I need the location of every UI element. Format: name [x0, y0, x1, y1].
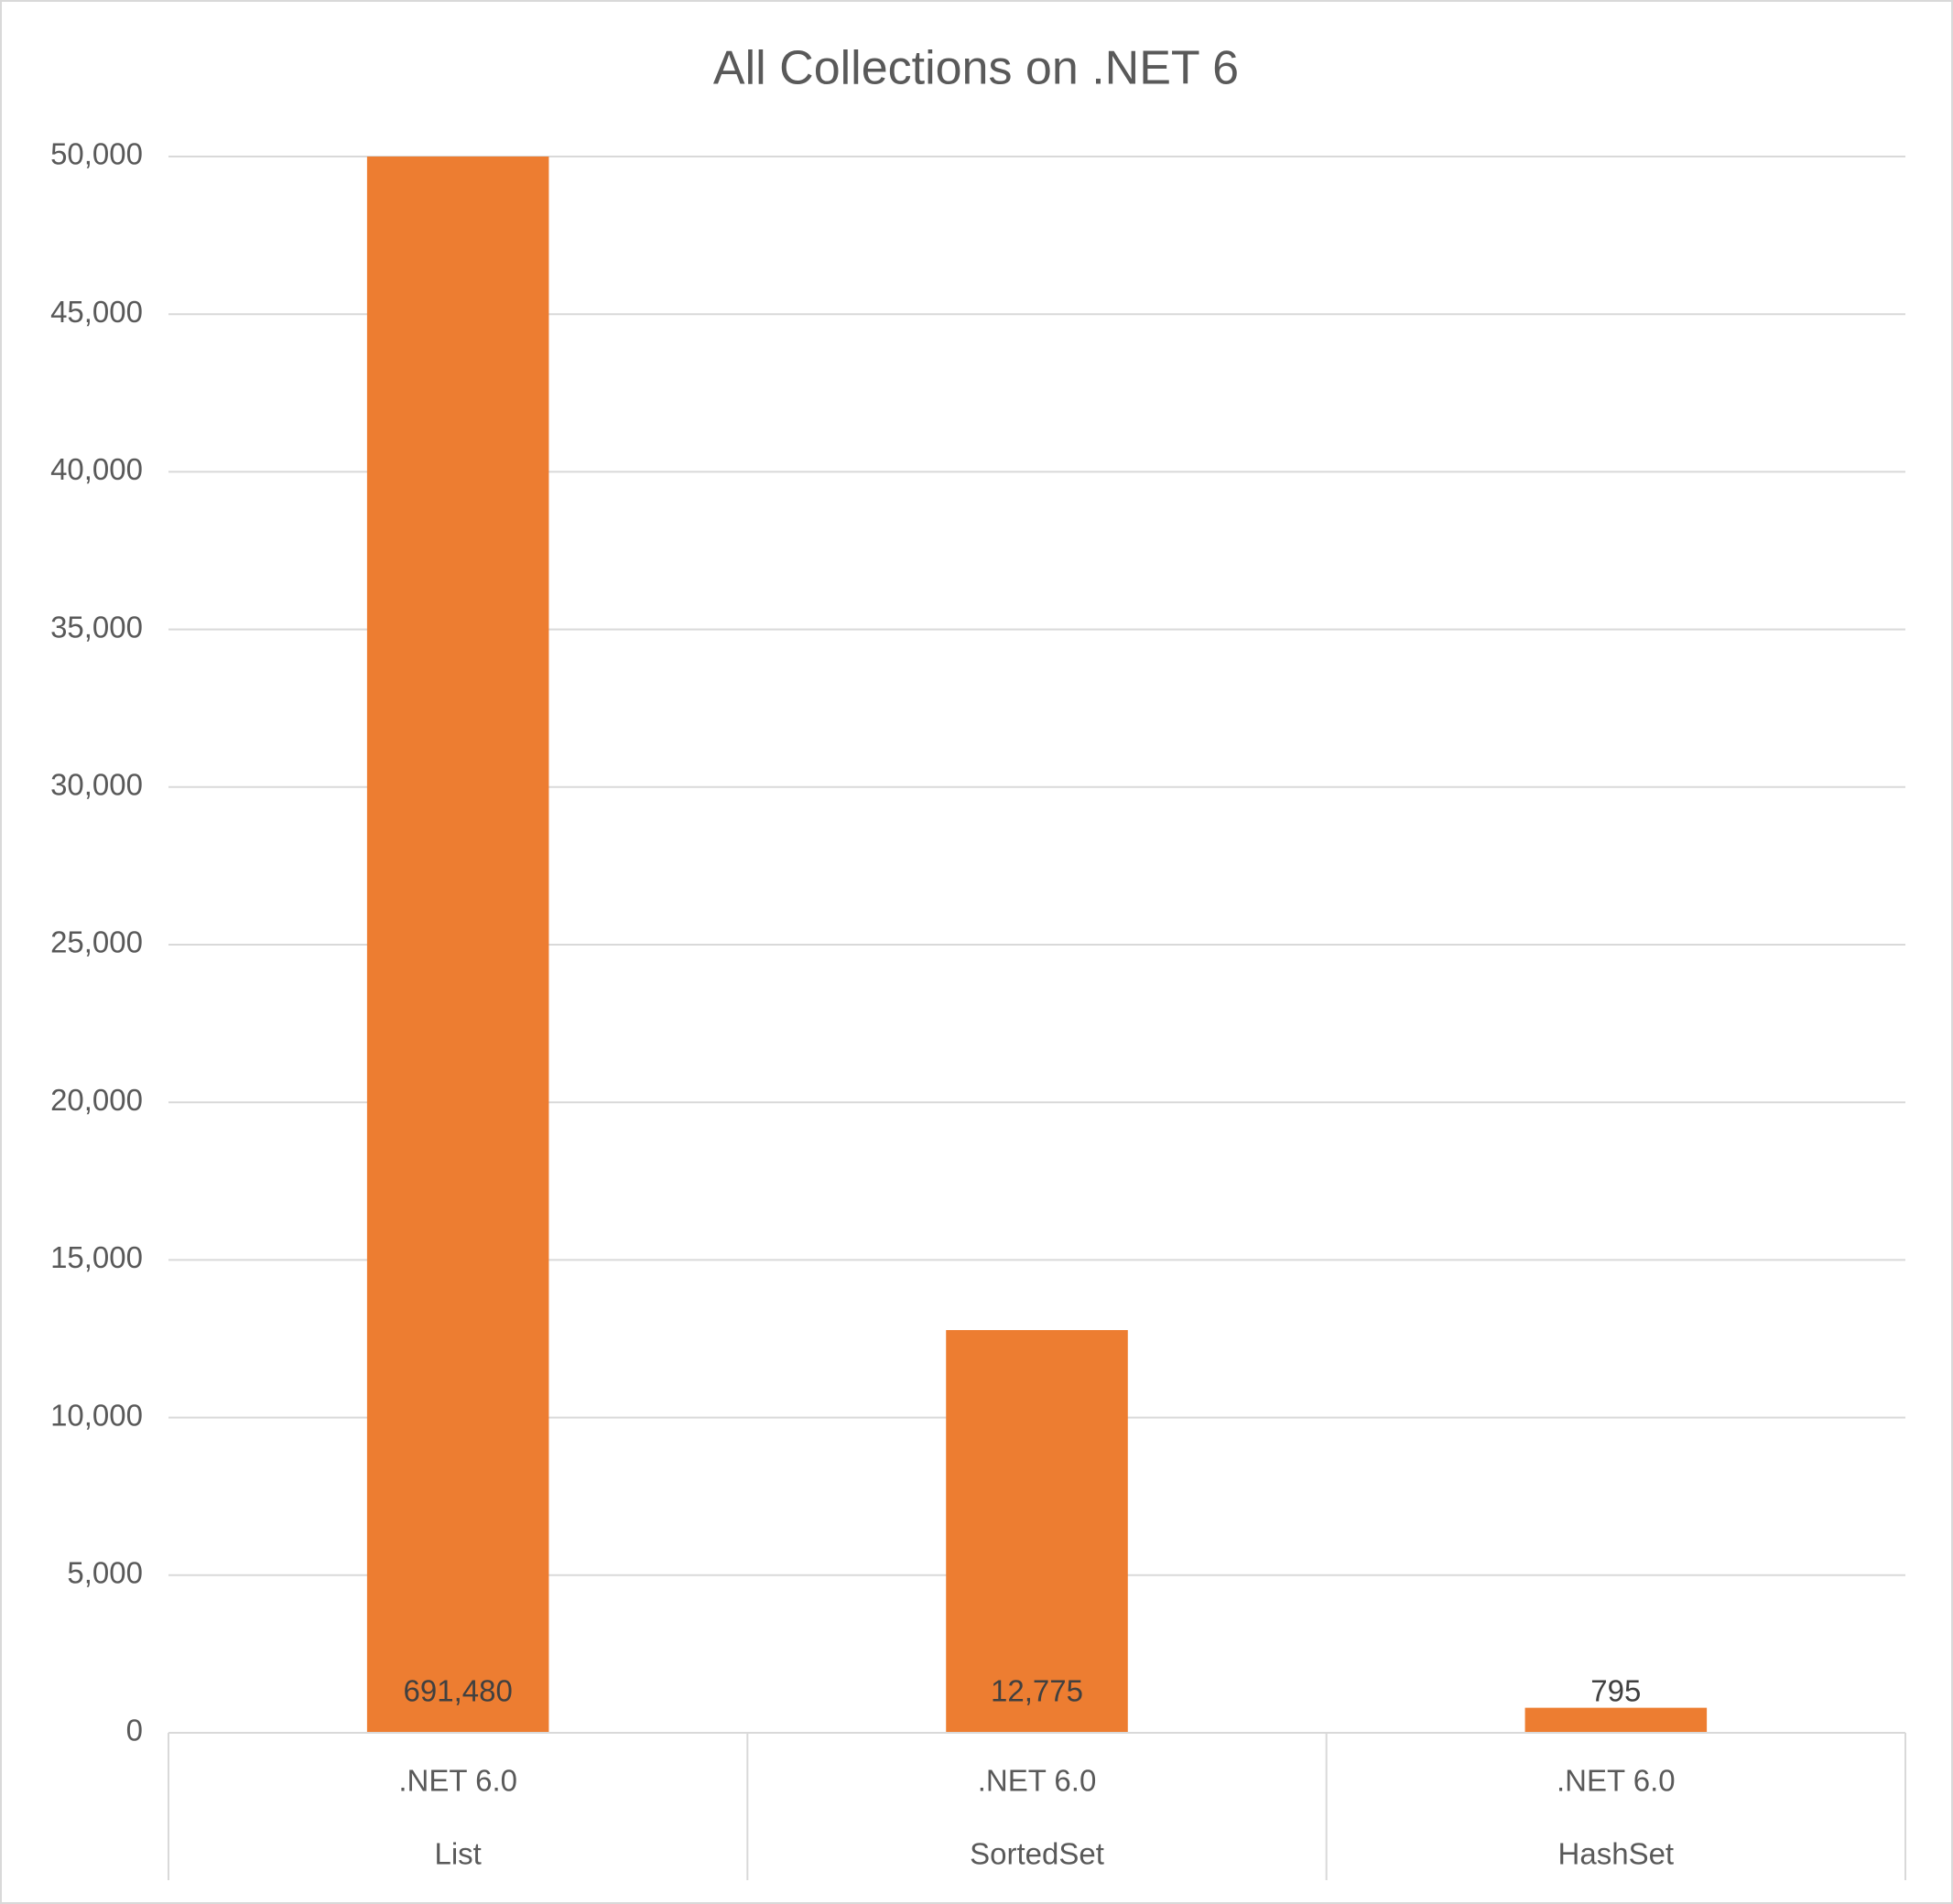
x-group-label: HashSet [1558, 1837, 1675, 1871]
y-tick-label: 10,000 [50, 1398, 143, 1432]
y-tick-label: 15,000 [50, 1240, 143, 1274]
y-tick-label: 35,000 [50, 610, 143, 644]
value-label: 691,480 [404, 1674, 513, 1708]
bar [366, 157, 549, 1733]
x-group-label: List [434, 1837, 481, 1871]
chart-title: All Collections on .NET 6 [713, 42, 1239, 95]
x-tick-label: .NET 6.0 [398, 1764, 517, 1798]
plot-area [366, 157, 1708, 1733]
y-tick-label: 20,000 [50, 1083, 143, 1117]
y-tick-label: 40,000 [50, 452, 143, 486]
y-tick-label: 45,000 [50, 295, 143, 329]
x-tick-label: .NET 6.0 [978, 1764, 1097, 1798]
y-tick-label: 25,000 [50, 925, 143, 959]
y-tick-label: 5,000 [67, 1556, 143, 1590]
bar [1524, 1707, 1708, 1733]
value-label: 12,775 [991, 1674, 1083, 1708]
x-group-label: SortedSet [970, 1837, 1104, 1871]
bar [946, 1330, 1128, 1733]
y-tick-label: 50,000 [50, 137, 143, 171]
y-tick-label: 0 [126, 1714, 143, 1747]
y-tick-label: 30,000 [50, 768, 143, 802]
value-label: 795 [1590, 1674, 1641, 1708]
x-tick-label: .NET 6.0 [1557, 1764, 1676, 1798]
